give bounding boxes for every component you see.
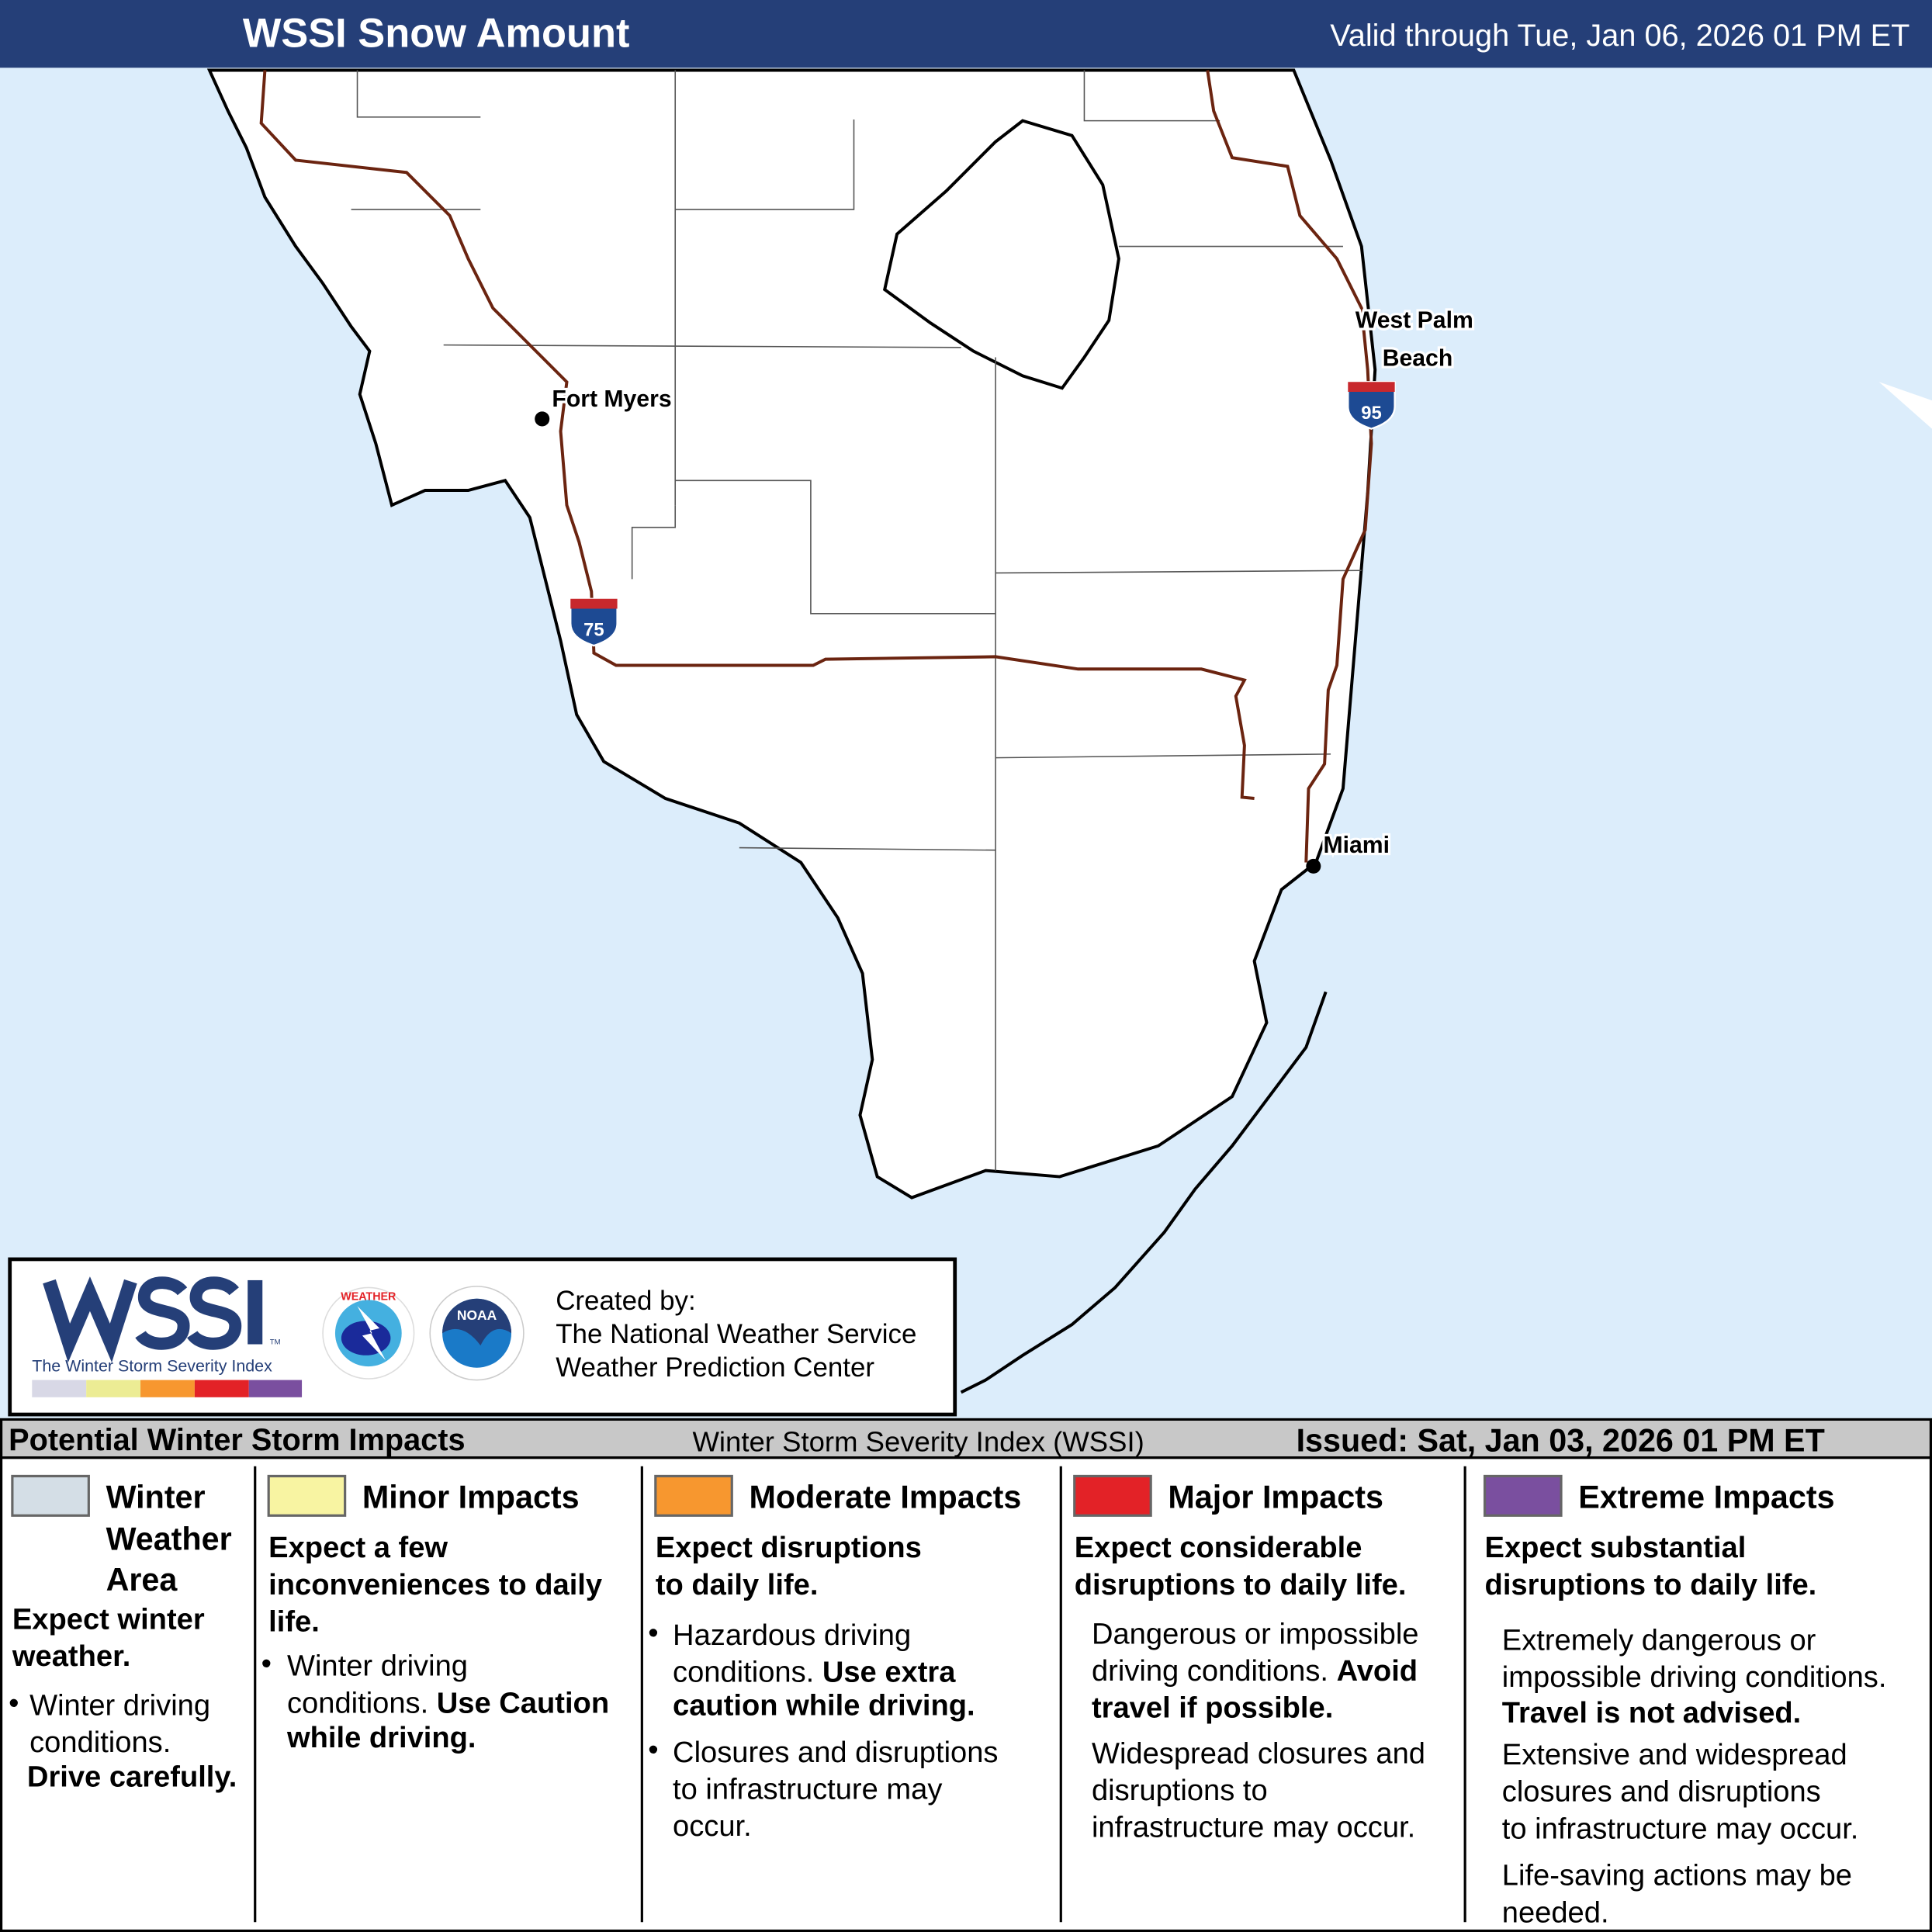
miami-dot [1306,858,1321,874]
wssi-logo-subtitle: The Winter Storm Severity Index [32,1356,272,1375]
bullet: • [648,1734,658,1767]
legend-detail: disruptions to [1092,1774,1268,1807]
legend-summary: Expect disruptions [656,1532,922,1564]
legend-title: Potential Winter Storm Impacts [9,1423,465,1457]
legend-heading: Extreme Impacts [1578,1480,1834,1515]
swatch-minor [267,1474,347,1517]
legend-detail: Drive carefully. [27,1761,237,1794]
wssi-logo [43,1276,263,1362]
legend-detail: Winter driving [287,1650,468,1683]
interstate-75-route [259,70,1255,801]
legend-detail: Extremely dangerous or [1502,1624,1816,1657]
noaa-logo-icon: NOAA [429,1286,525,1381]
legend-detail: occur. [673,1810,752,1843]
swatch-winter-weather-area [11,1474,90,1517]
legend-detail: driving conditions. Avoid [1092,1655,1418,1688]
legend-detail: infrastructure may occur. [1092,1812,1415,1844]
created-by-nws: The National Weather Service [556,1319,916,1349]
header-bar: WSSI Snow Amount Valid through Tue, Jan … [0,0,1932,68]
issued-time: Issued: Sat, Jan 03, 2026 01 PM ET [1297,1423,1825,1459]
swatch-moderate [654,1474,733,1517]
swatch-extreme [1483,1474,1563,1517]
wssi-color-scale [32,1380,303,1397]
legend-heading: Area [106,1562,178,1598]
legend-detail: closures and disruptions [1502,1776,1821,1809]
legend-summary: Expect considerable [1075,1532,1362,1564]
created-by-label: Created by: [556,1286,696,1316]
map-title: WSSI Snow Amount [243,11,630,56]
svg-text:NOAA: NOAA [457,1307,497,1323]
map: Fort Myers West Palm Beach Miami 75 95 [0,68,1932,1420]
legend-detail: Extensive and widespread [1502,1739,1847,1771]
legend-detail: Hazardous driving [673,1619,911,1652]
legend-detail: while driving. [286,1722,476,1754]
legend-major-impacts: Major Impacts Expect considerable disrup… [1073,1474,1425,1844]
city-label-fort-myers: Fort Myers [552,386,671,412]
legend-subtitle: Winter Storm Severity Index (WSSI) [692,1426,1144,1458]
legend-moderate-impacts: Moderate Impacts Expect disruptions to d… [648,1474,1022,1843]
legend-summary: weather. [12,1640,131,1673]
interstate-75-shield: 75 [570,597,618,647]
legend-detail: needed. [1502,1896,1609,1929]
legend-minor-impacts: Minor Impacts Expect a few inconvenience… [261,1474,609,1754]
credits-box: TM The Winter Storm Severity Index WEATH… [8,1257,957,1417]
fort-myers-dot [535,411,550,427]
bullet: • [261,1648,272,1681]
legend-summary: disruptions to daily life. [1075,1569,1407,1601]
legend-heading: Winter [106,1480,206,1515]
florida-keys [960,991,1328,1394]
county-lines [351,70,1362,1171]
legend-summary: disruptions to daily life. [1485,1569,1817,1601]
legend-heading: Minor Impacts [362,1480,580,1515]
swatch-major [1073,1474,1152,1517]
legend-heading: Moderate Impacts [750,1480,1022,1515]
interstate-95-shield: 95 [1347,381,1396,430]
bullet: • [648,1617,658,1650]
wssi-logo-tm: TM [270,1338,281,1347]
legend-heading: Weather [106,1522,232,1557]
legend-extreme-impacts: Extreme Impacts Expect substantial disru… [1483,1474,1887,1929]
legend-summary: Expect winter [12,1603,205,1636]
legend-detail: Life-saving actions may be [1502,1860,1852,1892]
nws-logo-icon: WEATHER [322,1286,415,1380]
legend-detail: to infrastructure may occur. [1502,1813,1859,1845]
legend-detail: Closures and disruptions [673,1736,998,1769]
legend-detail: travel if possible. [1092,1692,1333,1725]
city-label-miami: Miami [1324,833,1390,858]
legend-detail: Winter driving [29,1690,210,1723]
legend-detail: conditions. Use extra [673,1657,956,1689]
lake-okeechobee [882,119,1120,390]
legend-summary: Expect a few [268,1532,448,1564]
valid-time: Valid through Tue, Jan 06, 2026 01 PM ET [1330,19,1909,53]
legend-detail: conditions. Use Caution [287,1687,609,1719]
svg-text:WEATHER: WEATHER [341,1290,396,1303]
legend-detail: Dangerous or impossible [1092,1618,1419,1650]
legend-detail: Widespread closures and [1092,1737,1425,1770]
bahamas-sliver [1878,382,1932,429]
city-label-west-palm: West Palm [1356,307,1473,333]
legend-detail: to infrastructure may [673,1773,942,1806]
legend-detail: Travel is not advised. [1502,1697,1802,1729]
svg-text:95: 95 [1361,403,1381,424]
legend-summary: to daily life. [656,1569,819,1601]
column-dividers [254,1466,1466,1923]
city-label-beach: Beach [1383,346,1453,372]
legend-summary: Expect substantial [1485,1532,1747,1564]
legend-detail: caution while driving. [673,1690,975,1723]
legend-heading: Major Impacts [1168,1480,1383,1515]
created-by-wpc: Weather Prediction Center [556,1352,874,1383]
bullet: • [9,1687,19,1719]
legend-winter-weather-area: Winter Weather Area Expect winter weathe… [9,1474,237,1794]
legend-summary: inconveniences to daily [268,1569,602,1601]
impacts-legend: Potential Winter Storm Impacts Winter St… [0,1418,1932,1932]
legend-detail: conditions. [29,1726,171,1759]
svg-text:75: 75 [583,619,604,640]
legend-detail: impossible driving conditions. [1502,1661,1887,1694]
legend-summary: life. [268,1606,320,1639]
